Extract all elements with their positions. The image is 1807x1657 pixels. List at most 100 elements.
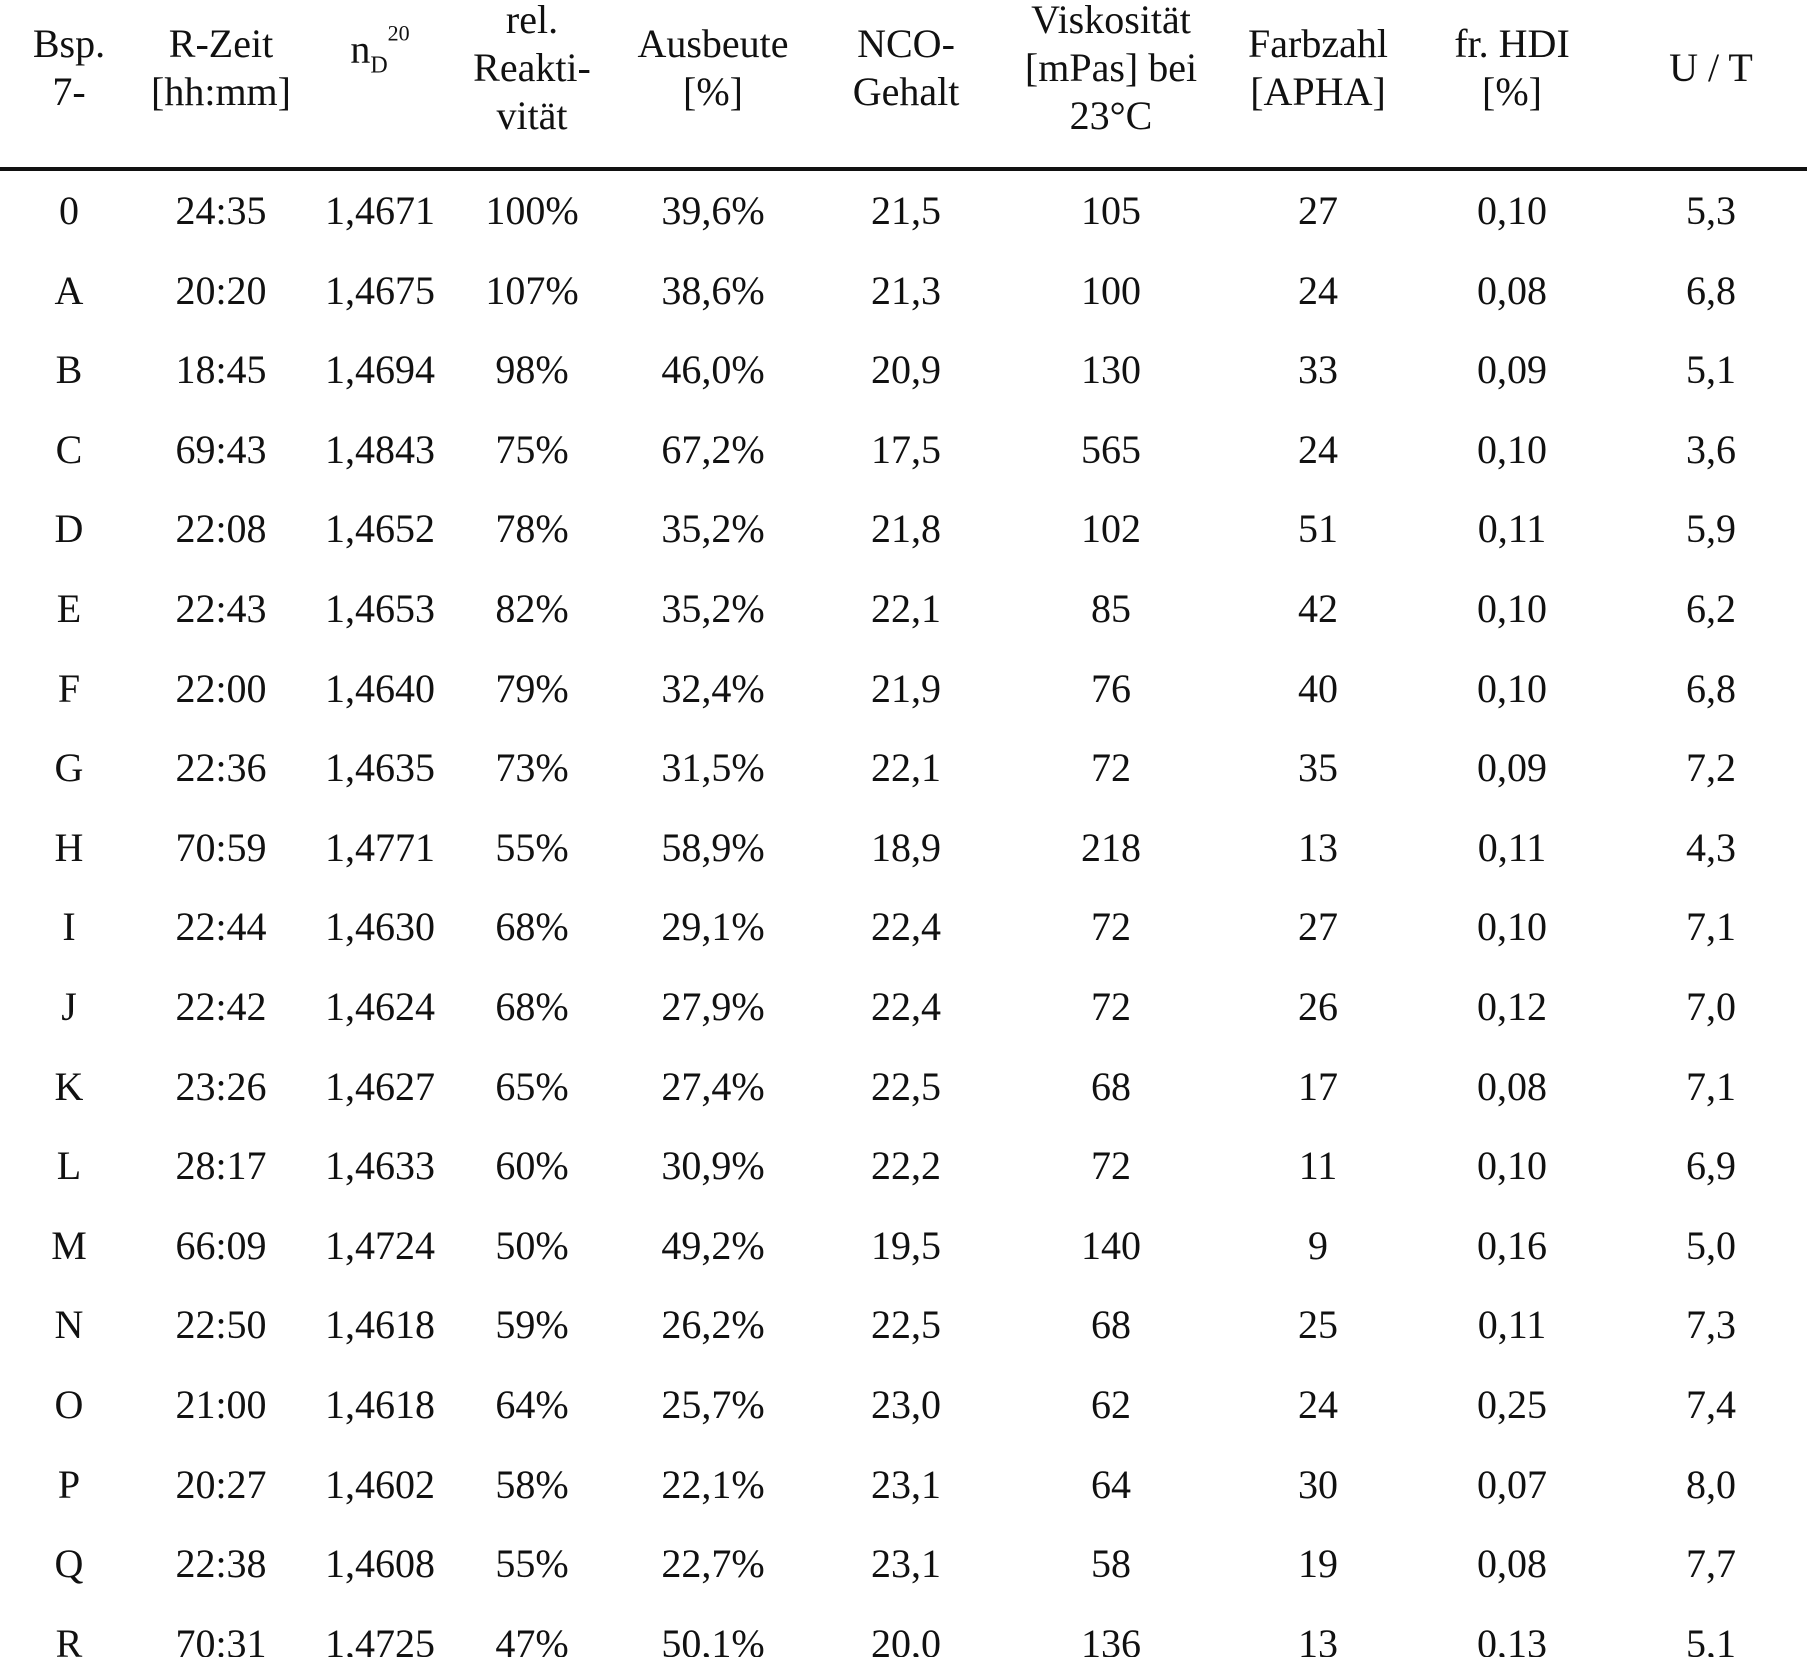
table-cell: 3,6 (1686, 430, 1736, 470)
table-cell: 0,25 (1477, 1385, 1547, 1425)
header-text: Reakti- (473, 48, 591, 88)
table-cell: 40 (1298, 669, 1338, 709)
table-cell: 1,4608 (325, 1544, 435, 1584)
table-cell: 60% (495, 1146, 568, 1186)
table-cell: F (58, 669, 80, 709)
table-cell: 6,2 (1686, 589, 1736, 629)
table-cell: 7,3 (1686, 1305, 1736, 1345)
header-text: Ausbeute (637, 24, 788, 64)
table-cell: 218 (1081, 828, 1141, 868)
header-text: vität (496, 96, 567, 136)
table-cell: 1,4627 (325, 1067, 435, 1107)
table-cell: 62 (1091, 1385, 1131, 1425)
table-cell: 1,4635 (325, 748, 435, 788)
table-cell: 20,0 (871, 1624, 941, 1657)
table-cell: 0,11 (1478, 509, 1547, 549)
header-text: U / T (1669, 48, 1753, 88)
table-cell: 1,4653 (325, 589, 435, 629)
table-cell: 67,2% (661, 430, 764, 470)
table-cell: 72 (1091, 907, 1131, 947)
table-cell: 4,3 (1686, 828, 1736, 868)
table-cell: 22:38 (175, 1544, 266, 1584)
header-text: fr. HDI (1454, 24, 1570, 64)
table-cell: 68% (495, 907, 568, 947)
table-cell: 0,10 (1477, 669, 1547, 709)
table-cell: 32,4% (661, 669, 764, 709)
table-cell: 105 (1081, 191, 1141, 231)
table-cell: 50% (495, 1226, 568, 1266)
table-cell: 0,09 (1477, 748, 1547, 788)
table-cell: 24:35 (175, 191, 266, 231)
table-cell: 30 (1298, 1465, 1338, 1505)
table-cell: 78% (495, 509, 568, 549)
table-cell: 19 (1298, 1544, 1338, 1584)
table-cell: 55% (495, 828, 568, 868)
table-cell: 22:36 (175, 748, 266, 788)
table-cell: 22,1% (661, 1465, 764, 1505)
table-cell: 20:27 (175, 1465, 266, 1505)
table-cell: 24 (1298, 1385, 1338, 1425)
table-cell: 19,5 (871, 1226, 941, 1266)
table-cell: 1,4640 (325, 669, 435, 709)
table-cell: N (55, 1305, 84, 1345)
table-cell: I (62, 907, 75, 947)
table-cell: 20:20 (175, 271, 266, 311)
table-cell: 68 (1091, 1305, 1131, 1345)
table-cell: 5,0 (1686, 1226, 1736, 1266)
table-cell: 1,4624 (325, 987, 435, 1027)
table-cell: 46,0% (661, 350, 764, 390)
table-cell: 51 (1298, 509, 1338, 549)
table-cell: 7,1 (1686, 1067, 1736, 1107)
table-cell: 30,9% (661, 1146, 764, 1186)
table-cell: J (61, 987, 77, 1027)
table-cell: 69:43 (175, 430, 266, 470)
table-cell: 1,4633 (325, 1146, 435, 1186)
table-cell: 0,08 (1477, 1544, 1547, 1584)
table-cell: 0,07 (1477, 1465, 1547, 1505)
header-text: [%] (683, 72, 743, 112)
table-cell: 1,4724 (325, 1226, 435, 1266)
table-cell: 22:42 (175, 987, 266, 1027)
table-cell: 1,4618 (325, 1385, 435, 1425)
table-cell: 21:00 (175, 1385, 266, 1425)
table-cell: 140 (1081, 1226, 1141, 1266)
table-cell: 136 (1081, 1624, 1141, 1657)
table-cell: 25 (1298, 1305, 1338, 1345)
table-cell: 28:17 (175, 1146, 266, 1186)
header-sub: D (370, 53, 387, 79)
header-sup: 20 (388, 21, 410, 46)
table-cell: 25,7% (661, 1385, 764, 1425)
table-cell: 35,2% (661, 509, 764, 549)
table-cell: 35 (1298, 748, 1338, 788)
table-cell: O (55, 1385, 84, 1425)
table-cell: 5,1 (1686, 350, 1736, 390)
table-cell: 13 (1298, 828, 1338, 868)
table-cell: 0,11 (1478, 1305, 1547, 1345)
table-cell: 21,3 (871, 271, 941, 311)
table-cell: 39,6% (661, 191, 764, 231)
table-cell: 26 (1298, 987, 1338, 1027)
table-cell: K (55, 1067, 84, 1107)
table-cell: 0,10 (1477, 1146, 1547, 1186)
table-cell: 22:44 (175, 907, 266, 947)
header-text: Bsp. (33, 24, 105, 64)
table-cell: 8,0 (1686, 1465, 1736, 1505)
table-cell: 0,10 (1477, 907, 1547, 947)
table-cell: 7,0 (1686, 987, 1736, 1027)
table-cell: M (51, 1226, 87, 1266)
table-cell: 0,08 (1477, 1067, 1547, 1107)
table-cell: 0,08 (1477, 271, 1547, 311)
header-text: [%] (1482, 72, 1542, 112)
table-cell: 79% (495, 669, 568, 709)
table-cell: 5,1 (1686, 1624, 1736, 1657)
table-cell: 27,9% (661, 987, 764, 1027)
table-cell: 65% (495, 1067, 568, 1107)
table-cell: 49,2% (661, 1226, 764, 1266)
table-cell: 100 (1081, 271, 1141, 311)
table-cell: 7,1 (1686, 907, 1736, 947)
table-cell: 72 (1091, 748, 1131, 788)
header-text: nD20 (350, 23, 409, 78)
table-cell: B (56, 350, 83, 390)
table-cell: 58,9% (661, 828, 764, 868)
header-text: R-Zeit (169, 24, 273, 64)
